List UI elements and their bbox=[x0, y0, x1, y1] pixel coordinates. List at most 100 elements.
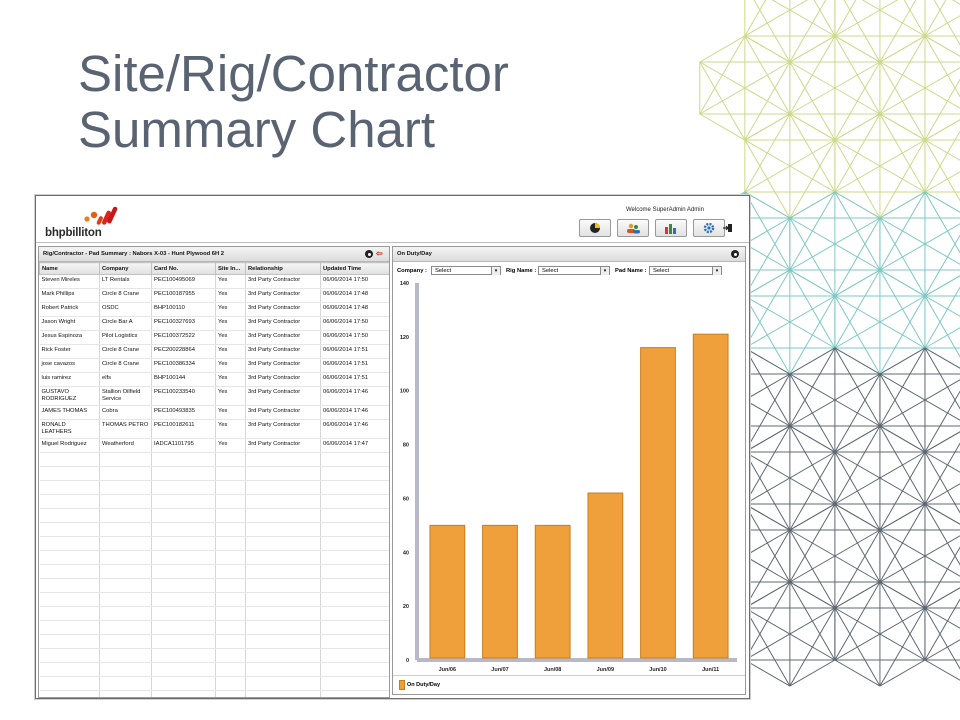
empty-cell bbox=[215, 508, 246, 523]
table-row[interactable]: Jesus Espinoza Pilot Logistics PEC10037252… bbox=[39, 330, 389, 345]
table-cell: 06/06/2014 17:50 bbox=[320, 330, 389, 345]
table-cell: Steven Mireles bbox=[39, 274, 100, 289]
empty-cell bbox=[151, 452, 216, 467]
table-cell: 06/06/2014 17:46 bbox=[320, 386, 389, 406]
rig-select-value: Select bbox=[542, 268, 559, 274]
empty-cell bbox=[39, 690, 100, 697]
table-cell: elfs bbox=[99, 372, 152, 387]
hexagon-ornament bbox=[924, 587, 960, 681]
table-cell: 3rd Party Contractor bbox=[245, 330, 321, 345]
back-arrow-icon[interactable]: ⇦ bbox=[376, 249, 383, 258]
empty-cell bbox=[99, 690, 152, 697]
table-cell: PEC100233540 bbox=[151, 386, 216, 406]
column-header[interactable]: Updated Time bbox=[320, 262, 389, 275]
table-row[interactable]: Mark Phillips Circle 8 Crane PEC100187955 Y… bbox=[39, 288, 389, 303]
hexagon-ornament bbox=[834, 113, 926, 219]
pad-summary-table: Name Company Card No. Site In... Relationshi… bbox=[39, 262, 389, 697]
bar bbox=[482, 524, 518, 659]
y-tick-label: 0 bbox=[406, 658, 409, 664]
y-tick-label: 20 bbox=[403, 604, 409, 610]
logout-icon[interactable] bbox=[723, 223, 733, 233]
table-cell: 3rd Party Contractor bbox=[245, 288, 321, 303]
table-row[interactable]: Steven Mireles LT Rentals PEC100495069 Yes 3… bbox=[39, 274, 389, 289]
empty-cell bbox=[245, 592, 321, 607]
table-cell: IADCA1101795 bbox=[151, 438, 216, 453]
y-tick-label: 80 bbox=[403, 443, 409, 449]
empty-cell bbox=[320, 550, 389, 565]
hexagon-ornament bbox=[834, 581, 926, 687]
hexagon-ornament bbox=[744, 113, 836, 219]
column-header[interactable]: Site In... bbox=[215, 262, 246, 275]
table-row[interactable]: GUSTAVO RODRIGUEZ Stallion Oilfield Servi… bbox=[39, 386, 389, 406]
company-select[interactable]: Select ▾ bbox=[431, 266, 501, 275]
table-row[interactable]: JAMES THOMAS Cobra PEC100493835 Yes 3rd Part… bbox=[39, 405, 389, 420]
empty-cell bbox=[39, 648, 100, 663]
chart-panel-title-text: On Duty/Day bbox=[397, 251, 432, 257]
table-cell: PEC100372522 bbox=[151, 330, 216, 345]
table-cell: Yes bbox=[215, 274, 246, 289]
pie-chart-button[interactable] bbox=[579, 219, 611, 237]
table-cell: Yes bbox=[215, 344, 246, 359]
table-cell: Yes bbox=[215, 386, 246, 406]
empty-cell bbox=[151, 466, 216, 481]
table-row[interactable]: Jason Wright Circle Bar A PEC100327693 Yes 3… bbox=[39, 316, 389, 331]
empty-cell bbox=[151, 634, 216, 649]
empty-cell bbox=[320, 466, 389, 481]
pad-select[interactable]: Select ▾ bbox=[649, 266, 722, 275]
table-cell: Mark Phillips bbox=[39, 288, 100, 303]
empty-table-row bbox=[39, 662, 389, 677]
table-cell: Stallion Oilfield Service bbox=[99, 386, 152, 406]
empty-cell bbox=[215, 494, 246, 509]
table-cell: 06/06/2014 17:46 bbox=[320, 405, 389, 420]
empty-table-row bbox=[39, 466, 389, 481]
column-header[interactable]: Company bbox=[99, 262, 152, 275]
empty-cell bbox=[320, 690, 389, 697]
company-select-value: Select bbox=[435, 268, 452, 274]
empty-cell bbox=[245, 466, 321, 481]
empty-table-row bbox=[39, 550, 389, 565]
table-cell: PEC200228864 bbox=[151, 344, 216, 359]
empty-cell bbox=[99, 606, 152, 621]
empty-cell bbox=[245, 536, 321, 551]
chevron-down-icon: ▾ bbox=[600, 267, 609, 275]
y-tick-label: 40 bbox=[403, 550, 409, 556]
table-row[interactable]: Miguel Rodriguez Weatherford IADCA1101795 Y… bbox=[39, 438, 389, 453]
hexagon-ornament bbox=[834, 269, 926, 375]
rig-select[interactable]: Select ▾ bbox=[538, 266, 610, 275]
chart-close-icon[interactable] bbox=[731, 250, 739, 258]
empty-cell bbox=[320, 676, 389, 691]
table-cell: 06/06/2014 17:51 bbox=[320, 358, 389, 373]
empty-cell bbox=[215, 606, 246, 621]
settings-button[interactable] bbox=[693, 219, 725, 237]
empty-cell bbox=[39, 662, 100, 677]
table-row[interactable]: Rick Foster Circle 8 Crane PEC200228864 Yes… bbox=[39, 344, 389, 359]
table-cell: PEC100187955 bbox=[151, 288, 216, 303]
table-cell: BHP100144 bbox=[151, 372, 216, 387]
table-cell: JAMES THOMAS bbox=[39, 405, 100, 420]
empty-table-row bbox=[39, 508, 389, 523]
hexagon-ornament bbox=[789, 503, 881, 609]
table-cell: 3rd Party Contractor bbox=[245, 316, 321, 331]
empty-cell bbox=[215, 662, 246, 677]
people-button[interactable] bbox=[617, 219, 649, 237]
empty-cell bbox=[99, 452, 152, 467]
bar-chart-button[interactable] bbox=[655, 219, 687, 237]
table-row[interactable]: luis ramirez elfs BHP100144 Yes 3rd Party Co… bbox=[39, 372, 389, 387]
panel-close-icon[interactable] bbox=[365, 250, 373, 258]
x-tick-label: Jun/08 bbox=[544, 667, 561, 673]
chart-panel-title: On Duty/Day bbox=[393, 247, 745, 262]
empty-cell bbox=[215, 550, 246, 565]
empty-cell bbox=[39, 592, 100, 607]
table-row[interactable]: jose cavazos Circle 8 Crane PEC100386334 Ye… bbox=[39, 358, 389, 373]
empty-cell bbox=[320, 578, 389, 593]
table-cell: BHP100110 bbox=[151, 302, 216, 317]
table-cell: 3rd Party Contractor bbox=[245, 419, 321, 439]
table-row[interactable]: Robert Patrick OSDC BHP100110 Yes 3rd Party … bbox=[39, 302, 389, 317]
empty-cell bbox=[245, 676, 321, 691]
column-header[interactable]: Card No. bbox=[151, 262, 216, 275]
column-header[interactable]: Relationship bbox=[245, 262, 321, 275]
table-cell: PEC100386334 bbox=[151, 358, 216, 373]
table-row[interactable]: RONALD LEATHERS THOMAS PETRO PEC100182611 Y… bbox=[39, 419, 389, 439]
column-header[interactable]: Name bbox=[39, 262, 100, 275]
slide-title-line-1: Site/Rig/Contractor bbox=[78, 45, 509, 102]
